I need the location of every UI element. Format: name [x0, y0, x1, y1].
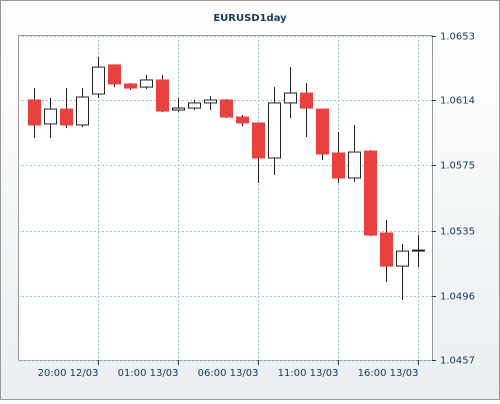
candle-body [252, 122, 265, 159]
candle-body [28, 99, 41, 126]
candle-body [44, 108, 57, 125]
candle-body [380, 232, 393, 267]
candle-body [348, 151, 361, 179]
chart-title: EURUSD1day [213, 13, 287, 24]
y-tick-label: 1.0614 [440, 96, 475, 107]
y-tick-label: 1.0535 [440, 227, 475, 238]
candle-body [412, 249, 425, 252]
candle-body [124, 83, 137, 89]
x-tick-label: 06:00 13/03 [198, 368, 259, 379]
x-tick-label: 01:00 13/03 [118, 368, 179, 379]
y-tick-label: 1.0575 [440, 161, 475, 172]
candle-body [396, 250, 409, 267]
y-tick-label: 1.0653 [440, 32, 475, 43]
y-tick-label: 1.0457 [440, 356, 475, 367]
candle-body [316, 108, 329, 155]
candle-body [332, 152, 345, 179]
candle-body [76, 96, 89, 126]
candle-body [268, 102, 281, 159]
candle-body [140, 79, 153, 88]
candle-body [92, 66, 105, 95]
candle-body [236, 116, 249, 124]
candle-body [156, 79, 169, 112]
candle-body [108, 64, 121, 85]
candle-body [300, 92, 313, 109]
candle-body [172, 107, 185, 111]
candle-body [204, 99, 217, 104]
x-tick-label: 16:00 13/03 [358, 368, 419, 379]
candle-body [220, 99, 233, 118]
candle-body [364, 150, 377, 236]
x-tick-label: 20:00 12/03 [38, 368, 99, 379]
candle-body [284, 92, 297, 104]
x-tick-label: 11:00 13/03 [278, 368, 339, 379]
candle-body [188, 102, 201, 109]
plot-area [18, 35, 433, 361]
y-tick-label: 1.0496 [440, 292, 475, 303]
candle-body [60, 108, 73, 126]
